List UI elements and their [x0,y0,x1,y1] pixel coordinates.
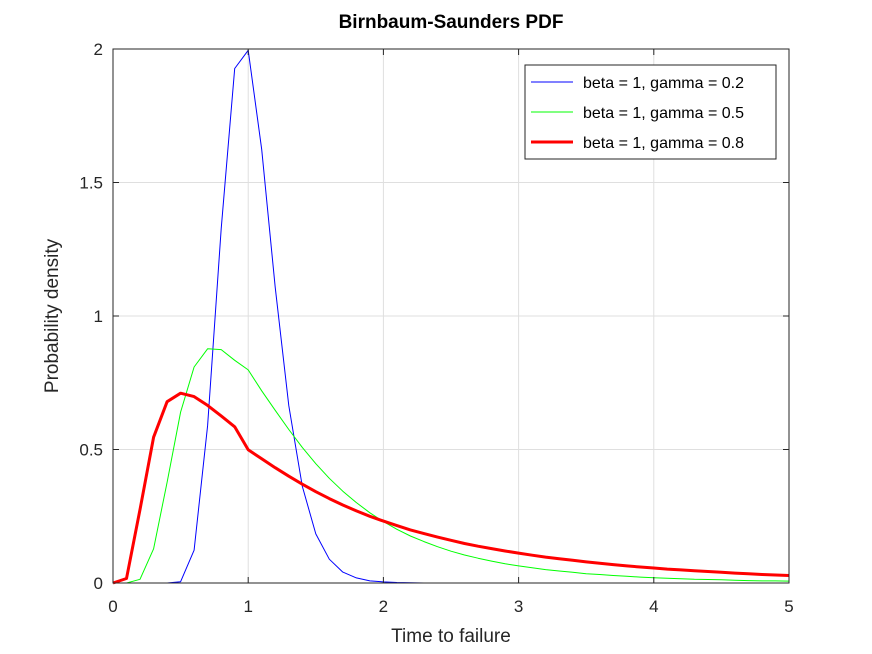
x-tick-label: 4 [649,597,658,616]
tick-labels: 0 1 2 3 4 5 0 0.5 1 1.5 2 [79,40,793,616]
y-tick-label: 0 [94,574,103,593]
y-tick-label: 2 [94,40,103,59]
y-tick-label: 0.5 [79,441,103,460]
legend-label: beta = 1, gamma = 0.5 [583,105,744,122]
x-tick-label: 5 [784,597,793,616]
series-line [112,391,790,585]
x-tick-label: 0 [108,597,117,616]
tick-marks [112,48,790,584]
x-tick-label: 3 [514,597,523,616]
chart-title: Birnbaum-Saunders PDF [339,12,564,33]
legend: beta = 1, gamma = 0.2 beta = 1, gamma = 0… [524,64,777,160]
y-tick-label: 1.5 [79,174,103,193]
x-axis-label: Time to failure [391,626,511,647]
legend-label: beta = 1, gamma = 0.8 [583,135,744,152]
y-tick-label: 1 [94,307,103,326]
x-tick-label: 2 [379,597,388,616]
y-axis-label: Probability density [42,238,63,393]
legend-label: beta = 1, gamma = 0.2 [583,75,744,92]
series-line [113,348,790,584]
x-tick-label: 1 [243,597,252,616]
